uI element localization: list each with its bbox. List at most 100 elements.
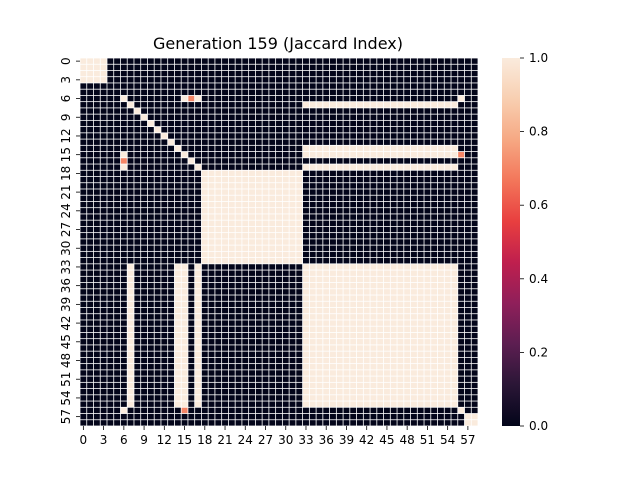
heatmap-cell: [208, 127, 215, 133]
y-tick-label: 21: [59, 184, 73, 199]
heatmap-cell: [188, 77, 195, 83]
y-tick-label: 42: [59, 315, 73, 330]
heatmap-cell: [228, 164, 235, 170]
heatmap-cell: [383, 257, 390, 264]
heatmap-cell: [437, 151, 444, 158]
heatmap-cell: [377, 326, 384, 333]
heatmap-cell: [195, 233, 202, 239]
heatmap-cell: [147, 158, 154, 164]
heatmap-cell: [100, 314, 107, 320]
heatmap-cell: [316, 332, 323, 339]
heatmap-cell: [127, 201, 134, 208]
heatmap-cell: [343, 257, 350, 264]
heatmap-cell: [437, 220, 444, 227]
heatmap-cell: [201, 233, 208, 239]
heatmap-cell: [397, 295, 404, 301]
heatmap-cell: [437, 89, 444, 96]
heatmap-cell: [309, 214, 316, 220]
heatmap-cell: [451, 357, 458, 364]
heatmap-cell: [114, 245, 121, 251]
heatmap-cell: [383, 276, 390, 283]
heatmap-cell: [464, 295, 471, 301]
heatmap-cell: [100, 320, 107, 326]
heatmap-cell: [208, 345, 215, 351]
heatmap-cell: [383, 95, 390, 102]
heatmap-cell: [431, 226, 438, 233]
heatmap-cell: [147, 270, 154, 276]
heatmap-cell: [404, 264, 411, 270]
heatmap-cell: [383, 364, 390, 370]
heatmap-cell: [431, 208, 438, 214]
heatmap-cell: [276, 102, 282, 108]
heatmap-cell: [296, 357, 303, 364]
heatmap-cell: [437, 195, 444, 202]
heatmap-cell: [444, 89, 451, 96]
heatmap-cell: [458, 351, 465, 357]
heatmap-cell: [404, 295, 411, 301]
heatmap-cell: [262, 407, 269, 414]
heatmap-cell: [255, 214, 262, 220]
heatmap-cell: [410, 201, 417, 208]
heatmap-cell: [87, 64, 94, 71]
heatmap-cell: [336, 183, 343, 189]
heatmap-cell: [181, 170, 188, 177]
heatmap-cell: [431, 64, 438, 71]
heatmap-cell: [235, 95, 242, 102]
heatmap-cell: [235, 413, 242, 420]
heatmap-cell: [107, 201, 114, 208]
heatmap-cell: [235, 264, 242, 270]
heatmap-cell: [437, 189, 444, 195]
heatmap-cell: [168, 339, 175, 345]
heatmap-cell: [235, 239, 242, 245]
heatmap-cell: [377, 307, 384, 314]
heatmap-cell: [350, 158, 357, 164]
heatmap-cell: [377, 257, 384, 264]
heatmap-cell: [316, 226, 323, 233]
heatmap-cell: [356, 395, 363, 401]
heatmap-cell: [168, 195, 175, 202]
heatmap-cell: [168, 301, 175, 308]
heatmap-cell: [464, 127, 471, 133]
heatmap-cell: [464, 332, 471, 339]
heatmap-cell: [424, 395, 431, 401]
heatmap-cell: [255, 183, 262, 189]
heatmap-cell: [377, 58, 384, 64]
heatmap-cell: [336, 95, 343, 102]
heatmap-cell: [323, 395, 330, 401]
heatmap-cell: [343, 370, 350, 376]
heatmap-cell: [329, 164, 336, 170]
heatmap-cell: [343, 351, 350, 357]
heatmap-cell: [80, 413, 87, 420]
heatmap-cell: [410, 164, 417, 170]
heatmap-cell: [147, 195, 154, 202]
heatmap-cell: [363, 282, 370, 289]
heatmap-cell: [93, 151, 100, 158]
heatmap-cell: [397, 145, 404, 152]
heatmap-cell: [127, 220, 134, 227]
heatmap-cell: [431, 407, 438, 414]
heatmap-cell: [188, 239, 195, 245]
heatmap-cell: [168, 370, 175, 376]
heatmap-cell: [417, 276, 424, 283]
heatmap-cell: [296, 164, 303, 170]
heatmap-cell: [242, 64, 249, 71]
heatmap-cell: [471, 282, 478, 289]
heatmap-cell: [100, 382, 107, 389]
heatmap-cell: [127, 120, 134, 127]
heatmap-cell: [249, 370, 255, 376]
heatmap-cell: [336, 83, 343, 89]
heatmap-cell: [383, 320, 390, 326]
heatmap-cell: [276, 127, 282, 133]
heatmap-cell: [235, 257, 242, 264]
heatmap-cell: [356, 376, 363, 382]
heatmap-cell: [303, 233, 309, 239]
heatmap-cell: [269, 251, 276, 258]
heatmap-cell: [107, 307, 114, 314]
heatmap-cell: [269, 233, 276, 239]
heatmap-cell: [404, 270, 411, 276]
heatmap-cell: [127, 351, 134, 357]
heatmap-cell: [410, 77, 417, 83]
heatmap-cell: [228, 183, 235, 189]
heatmap-cell: [377, 64, 384, 71]
heatmap-cell: [451, 326, 458, 333]
